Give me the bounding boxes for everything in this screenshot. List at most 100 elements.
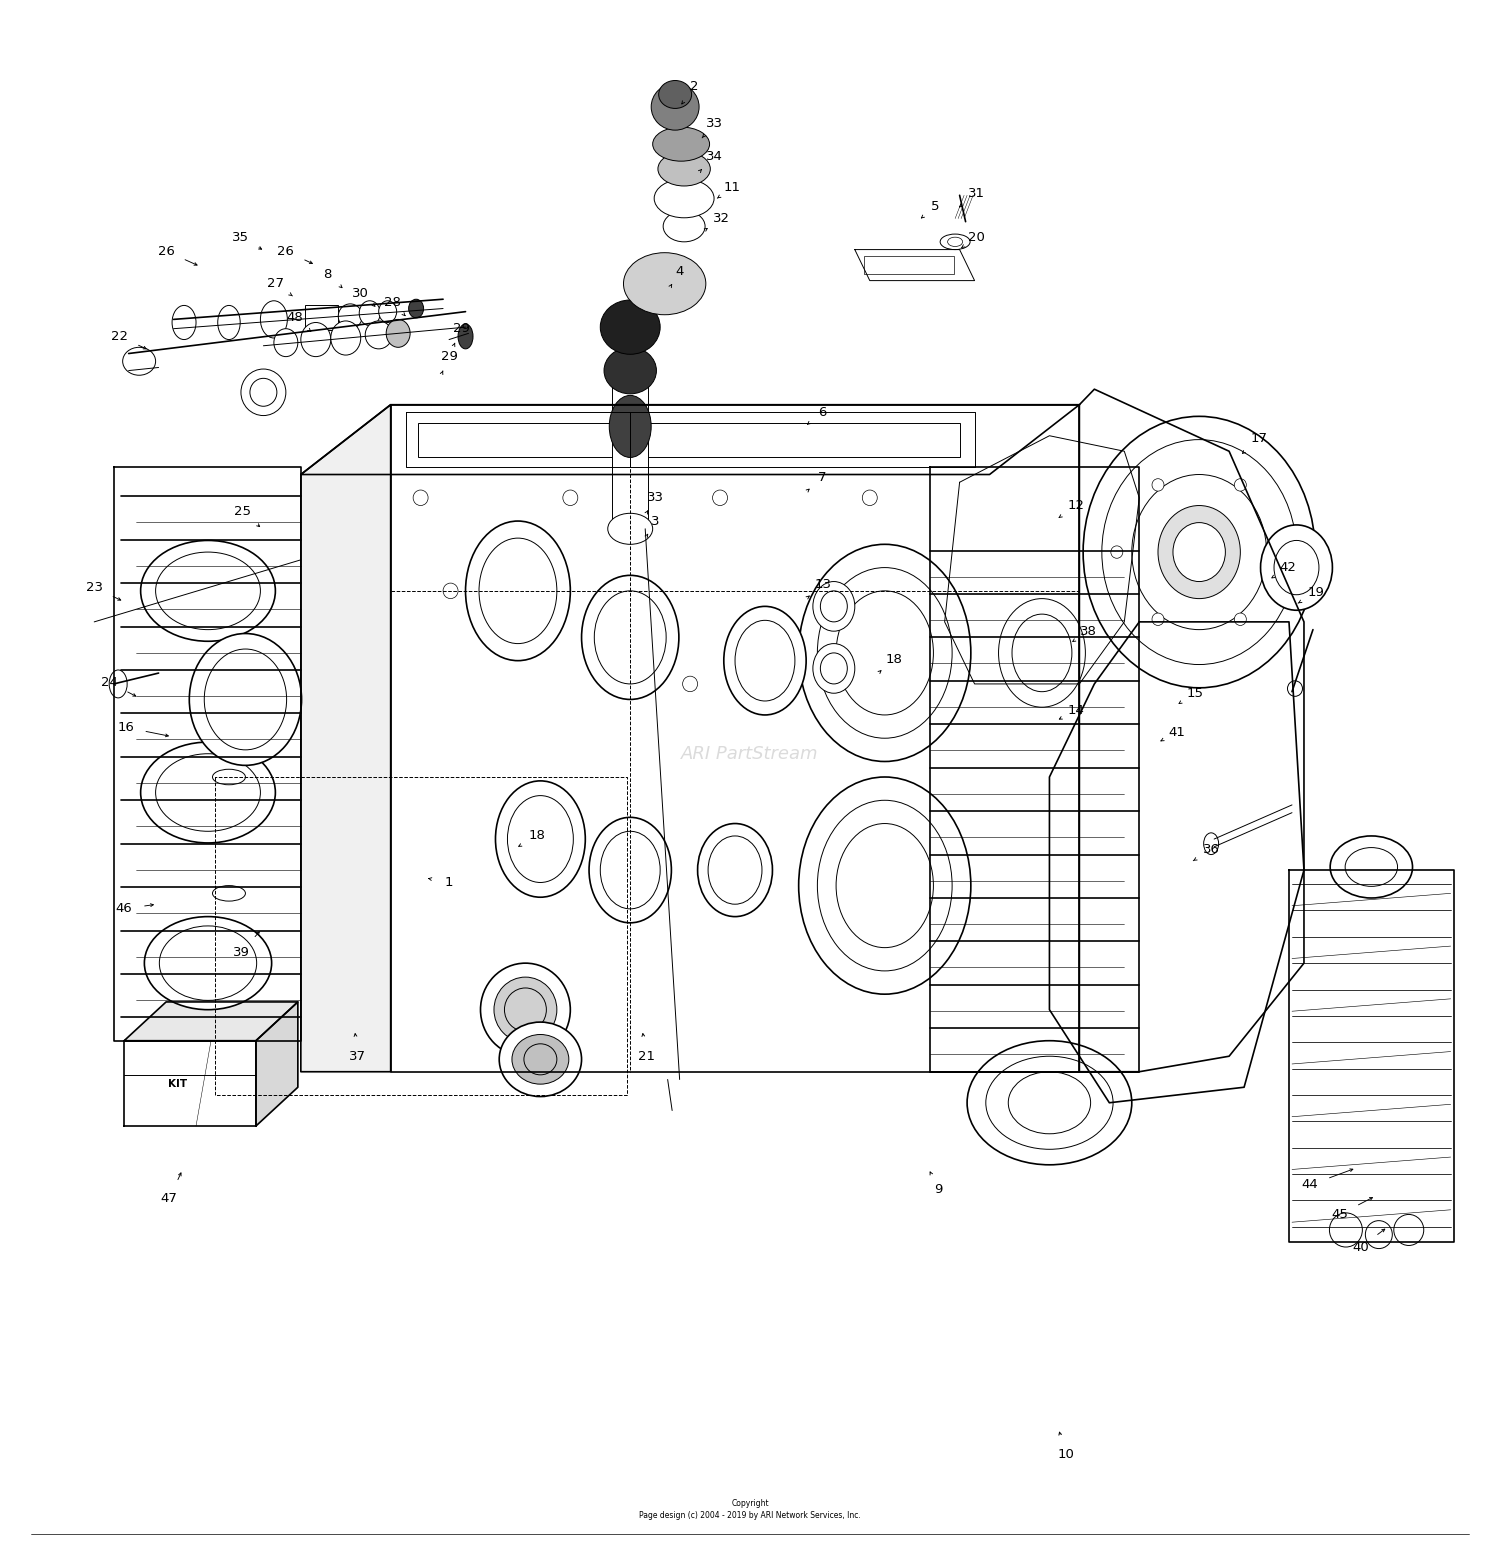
Ellipse shape (480, 963, 570, 1057)
Ellipse shape (512, 1035, 568, 1085)
Bar (864, 256, 954, 275)
Text: 44: 44 (1302, 1178, 1318, 1192)
Text: 33: 33 (705, 118, 723, 131)
Text: 30: 30 (352, 286, 369, 300)
Text: 11: 11 (723, 180, 741, 194)
Polygon shape (256, 1002, 298, 1127)
Ellipse shape (1234, 479, 1246, 491)
Ellipse shape (813, 581, 855, 631)
Ellipse shape (458, 325, 472, 348)
Text: 18: 18 (885, 653, 902, 665)
Ellipse shape (798, 544, 970, 761)
Ellipse shape (217, 306, 240, 340)
Ellipse shape (364, 322, 392, 348)
Text: 9: 9 (934, 1183, 944, 1197)
Ellipse shape (1152, 612, 1164, 625)
Text: 25: 25 (234, 505, 250, 517)
Text: 41: 41 (1168, 726, 1185, 738)
Ellipse shape (141, 541, 276, 642)
Text: 22: 22 (111, 329, 128, 343)
Text: 14: 14 (1068, 704, 1084, 716)
Ellipse shape (999, 598, 1086, 707)
Ellipse shape (1158, 505, 1240, 598)
Ellipse shape (213, 886, 246, 901)
Text: 26: 26 (158, 244, 174, 258)
Text: Copyright
Page design (c) 2004 - 2019 by ARI Network Services, Inc.: Copyright Page design (c) 2004 - 2019 by… (639, 1498, 861, 1520)
Ellipse shape (242, 368, 286, 415)
Text: 36: 36 (1203, 844, 1219, 856)
Ellipse shape (386, 320, 410, 347)
Ellipse shape (1083, 416, 1316, 688)
Polygon shape (405, 412, 630, 466)
Text: 35: 35 (232, 230, 249, 244)
Ellipse shape (600, 300, 660, 354)
Ellipse shape (604, 347, 657, 393)
Ellipse shape (302, 323, 332, 356)
Ellipse shape (862, 490, 877, 505)
Ellipse shape (1260, 525, 1332, 611)
Ellipse shape (1394, 1214, 1423, 1245)
Bar (642, 423, 960, 457)
Ellipse shape (1365, 1220, 1392, 1248)
Ellipse shape (562, 490, 578, 505)
Bar (306, 306, 339, 331)
Text: KIT: KIT (168, 1078, 188, 1089)
Ellipse shape (608, 513, 652, 544)
Text: 21: 21 (638, 1049, 656, 1063)
Text: 46: 46 (116, 903, 132, 915)
Ellipse shape (712, 490, 728, 505)
Text: 34: 34 (705, 151, 723, 163)
Ellipse shape (624, 253, 706, 315)
Text: 6: 6 (818, 406, 827, 420)
Ellipse shape (590, 817, 672, 923)
Ellipse shape (1275, 545, 1287, 558)
Ellipse shape (413, 490, 428, 505)
Polygon shape (855, 250, 975, 281)
Text: 29: 29 (453, 322, 470, 336)
Text: 29: 29 (441, 350, 458, 364)
Ellipse shape (652, 127, 710, 162)
Polygon shape (1288, 870, 1454, 1242)
Text: 20: 20 (968, 230, 984, 244)
Polygon shape (1080, 388, 1304, 1072)
Ellipse shape (465, 521, 570, 660)
Ellipse shape (940, 235, 970, 250)
Ellipse shape (378, 301, 396, 323)
Text: 15: 15 (1186, 687, 1203, 699)
Text: 42: 42 (1280, 561, 1296, 573)
Ellipse shape (358, 301, 380, 326)
Ellipse shape (500, 1023, 582, 1097)
Polygon shape (124, 1002, 298, 1041)
Text: 7: 7 (818, 471, 827, 485)
Text: 24: 24 (100, 676, 117, 688)
Ellipse shape (144, 917, 272, 1010)
Text: 1: 1 (446, 876, 453, 889)
Polygon shape (114, 466, 302, 1041)
Ellipse shape (609, 395, 651, 457)
Text: 47: 47 (160, 1192, 177, 1206)
Ellipse shape (172, 306, 196, 340)
Ellipse shape (1173, 522, 1225, 581)
Text: 19: 19 (1308, 586, 1324, 598)
Ellipse shape (189, 634, 302, 766)
Text: 27: 27 (267, 277, 284, 291)
Polygon shape (945, 435, 1140, 684)
Text: 3: 3 (651, 514, 660, 527)
Ellipse shape (651, 84, 699, 131)
Text: 12: 12 (1068, 499, 1084, 511)
Text: 5: 5 (932, 199, 940, 213)
Bar (417, 423, 615, 457)
Text: 28: 28 (384, 295, 400, 309)
Polygon shape (930, 466, 1140, 1072)
Ellipse shape (1330, 836, 1413, 898)
Polygon shape (302, 404, 390, 1072)
Polygon shape (124, 1041, 256, 1127)
Text: 18: 18 (530, 830, 546, 842)
Text: 26: 26 (278, 244, 294, 258)
Polygon shape (390, 404, 1080, 1072)
Ellipse shape (332, 322, 360, 354)
Ellipse shape (442, 583, 458, 598)
Text: 10: 10 (1058, 1448, 1074, 1461)
Ellipse shape (110, 670, 128, 698)
Ellipse shape (724, 606, 806, 715)
